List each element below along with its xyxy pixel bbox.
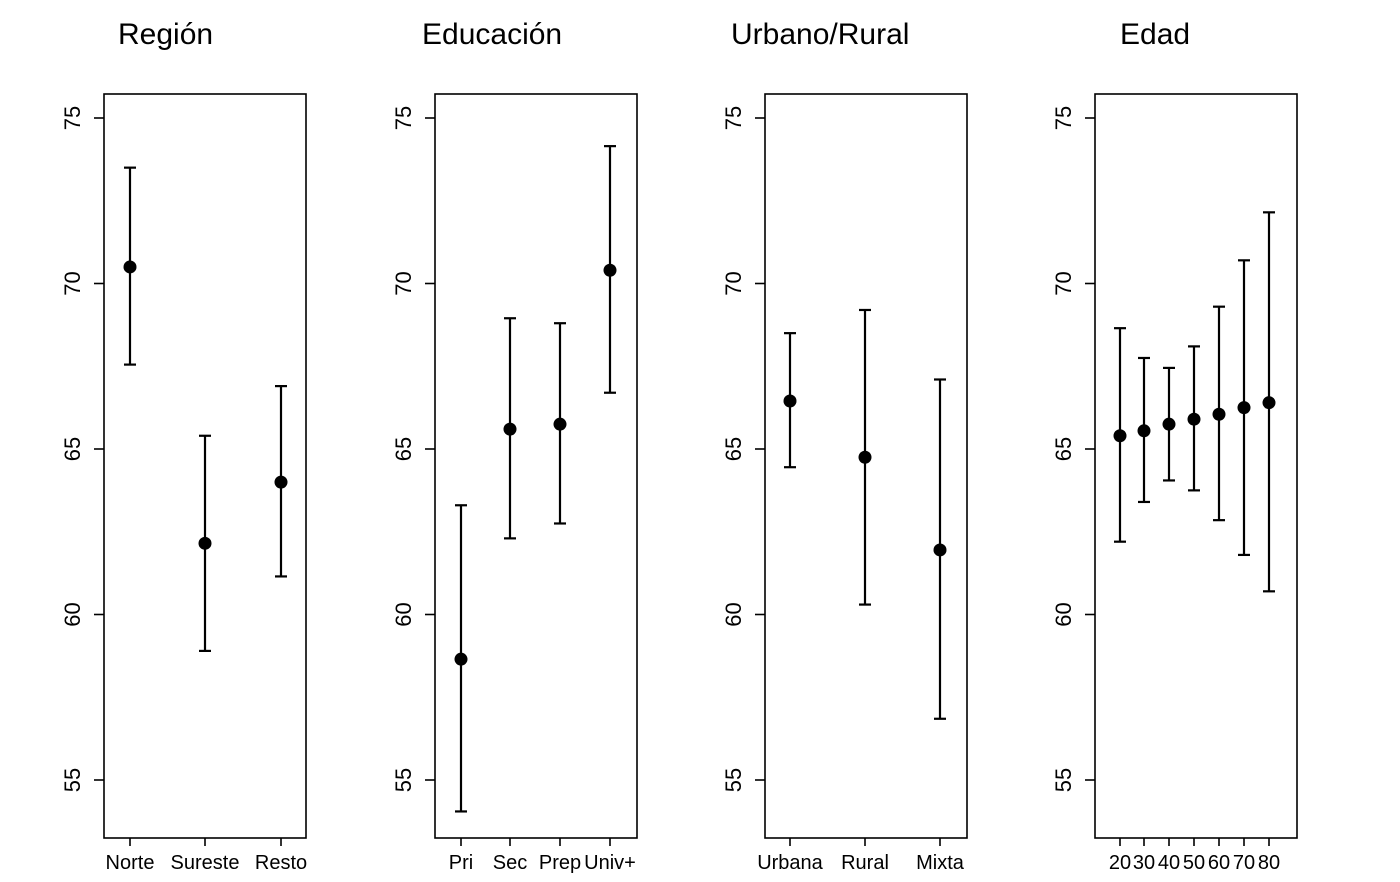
y-tick-label: 60 bbox=[721, 602, 746, 626]
y-tick-label: 60 bbox=[60, 602, 85, 626]
x-tick-label: Resto bbox=[255, 852, 307, 874]
panel-educacion: Educación 55 60 65 70 75 Pri Sec Prep Univ+ bbox=[391, 18, 638, 874]
y-tick-label: 75 bbox=[391, 106, 416, 130]
y-tick-label: 55 bbox=[60, 768, 85, 792]
y-tick-label: 55 bbox=[391, 768, 416, 792]
estimate-point bbox=[1137, 424, 1151, 438]
estimate-point bbox=[553, 417, 567, 431]
estimate-point bbox=[1187, 412, 1201, 426]
plot-frame bbox=[764, 93, 968, 839]
x-tick-label: Urbana bbox=[757, 852, 823, 874]
y-tick-label: 55 bbox=[721, 768, 746, 792]
y-tick-label: 75 bbox=[721, 106, 746, 130]
x-tick-label: Mixta bbox=[916, 852, 965, 874]
plot-frame bbox=[434, 93, 638, 839]
x-tick-label: Sureste bbox=[171, 852, 240, 874]
x-tick-label: Prep bbox=[539, 852, 581, 874]
estimate-point bbox=[123, 260, 137, 274]
estimate-point bbox=[274, 475, 288, 489]
estimate-point bbox=[858, 450, 872, 464]
x-tick-label: 50 bbox=[1183, 852, 1205, 874]
panel-title: Edad bbox=[1120, 18, 1190, 51]
x-tick-label: Norte bbox=[106, 852, 155, 874]
x-tick-label: 40 bbox=[1158, 852, 1180, 874]
estimate-point bbox=[1113, 429, 1127, 443]
y-tick-label: 65 bbox=[721, 437, 746, 461]
estimate-point bbox=[198, 536, 212, 550]
estimate-point bbox=[1162, 417, 1176, 431]
estimate-point bbox=[603, 263, 617, 277]
x-tick-label: 30 bbox=[1133, 852, 1155, 874]
panel-urbano-rural: Urbano/Rural 55 60 65 70 75 Urbana Rural Mixta bbox=[721, 18, 968, 874]
y-tick-label: 70 bbox=[391, 271, 416, 295]
panel-title: Educación bbox=[422, 18, 562, 51]
y-tick-label: 65 bbox=[1051, 437, 1076, 461]
x-tick-label: Pri bbox=[449, 852, 473, 874]
estimate-point bbox=[1212, 407, 1226, 421]
y-tick-label: 65 bbox=[60, 437, 85, 461]
x-tick-label: 70 bbox=[1233, 852, 1255, 874]
y-tick-label: 60 bbox=[1051, 602, 1076, 626]
panel-title: Urbano/Rural bbox=[731, 18, 909, 51]
plot-frame bbox=[1094, 93, 1298, 839]
y-tick-label: 60 bbox=[391, 602, 416, 626]
panel-title: Región bbox=[118, 18, 213, 51]
y-tick-label: 70 bbox=[1051, 271, 1076, 295]
x-tick-label: Rural bbox=[841, 852, 889, 874]
y-tick-label: 55 bbox=[1051, 768, 1076, 792]
x-tick-label: Univ+ bbox=[584, 852, 636, 874]
x-tick-label: 60 bbox=[1208, 852, 1230, 874]
panel-region: Región 55 60 65 70 75 Norte Sureste Resto bbox=[60, 18, 307, 874]
y-tick-label: 75 bbox=[60, 106, 85, 130]
estimate-point bbox=[1262, 396, 1276, 410]
x-tick-label: 20 bbox=[1109, 852, 1131, 874]
y-tick-label: 75 bbox=[1051, 106, 1076, 130]
x-tick-label: Sec bbox=[493, 852, 527, 874]
estimate-point bbox=[783, 394, 797, 408]
estimate-point bbox=[1237, 401, 1251, 415]
y-tick-label: 70 bbox=[60, 271, 85, 295]
y-tick-label: 70 bbox=[721, 271, 746, 295]
x-tick-label: 80 bbox=[1258, 852, 1280, 874]
y-tick-label: 65 bbox=[391, 437, 416, 461]
estimate-point bbox=[933, 543, 947, 557]
estimate-point bbox=[454, 652, 468, 666]
estimate-point bbox=[503, 422, 517, 436]
